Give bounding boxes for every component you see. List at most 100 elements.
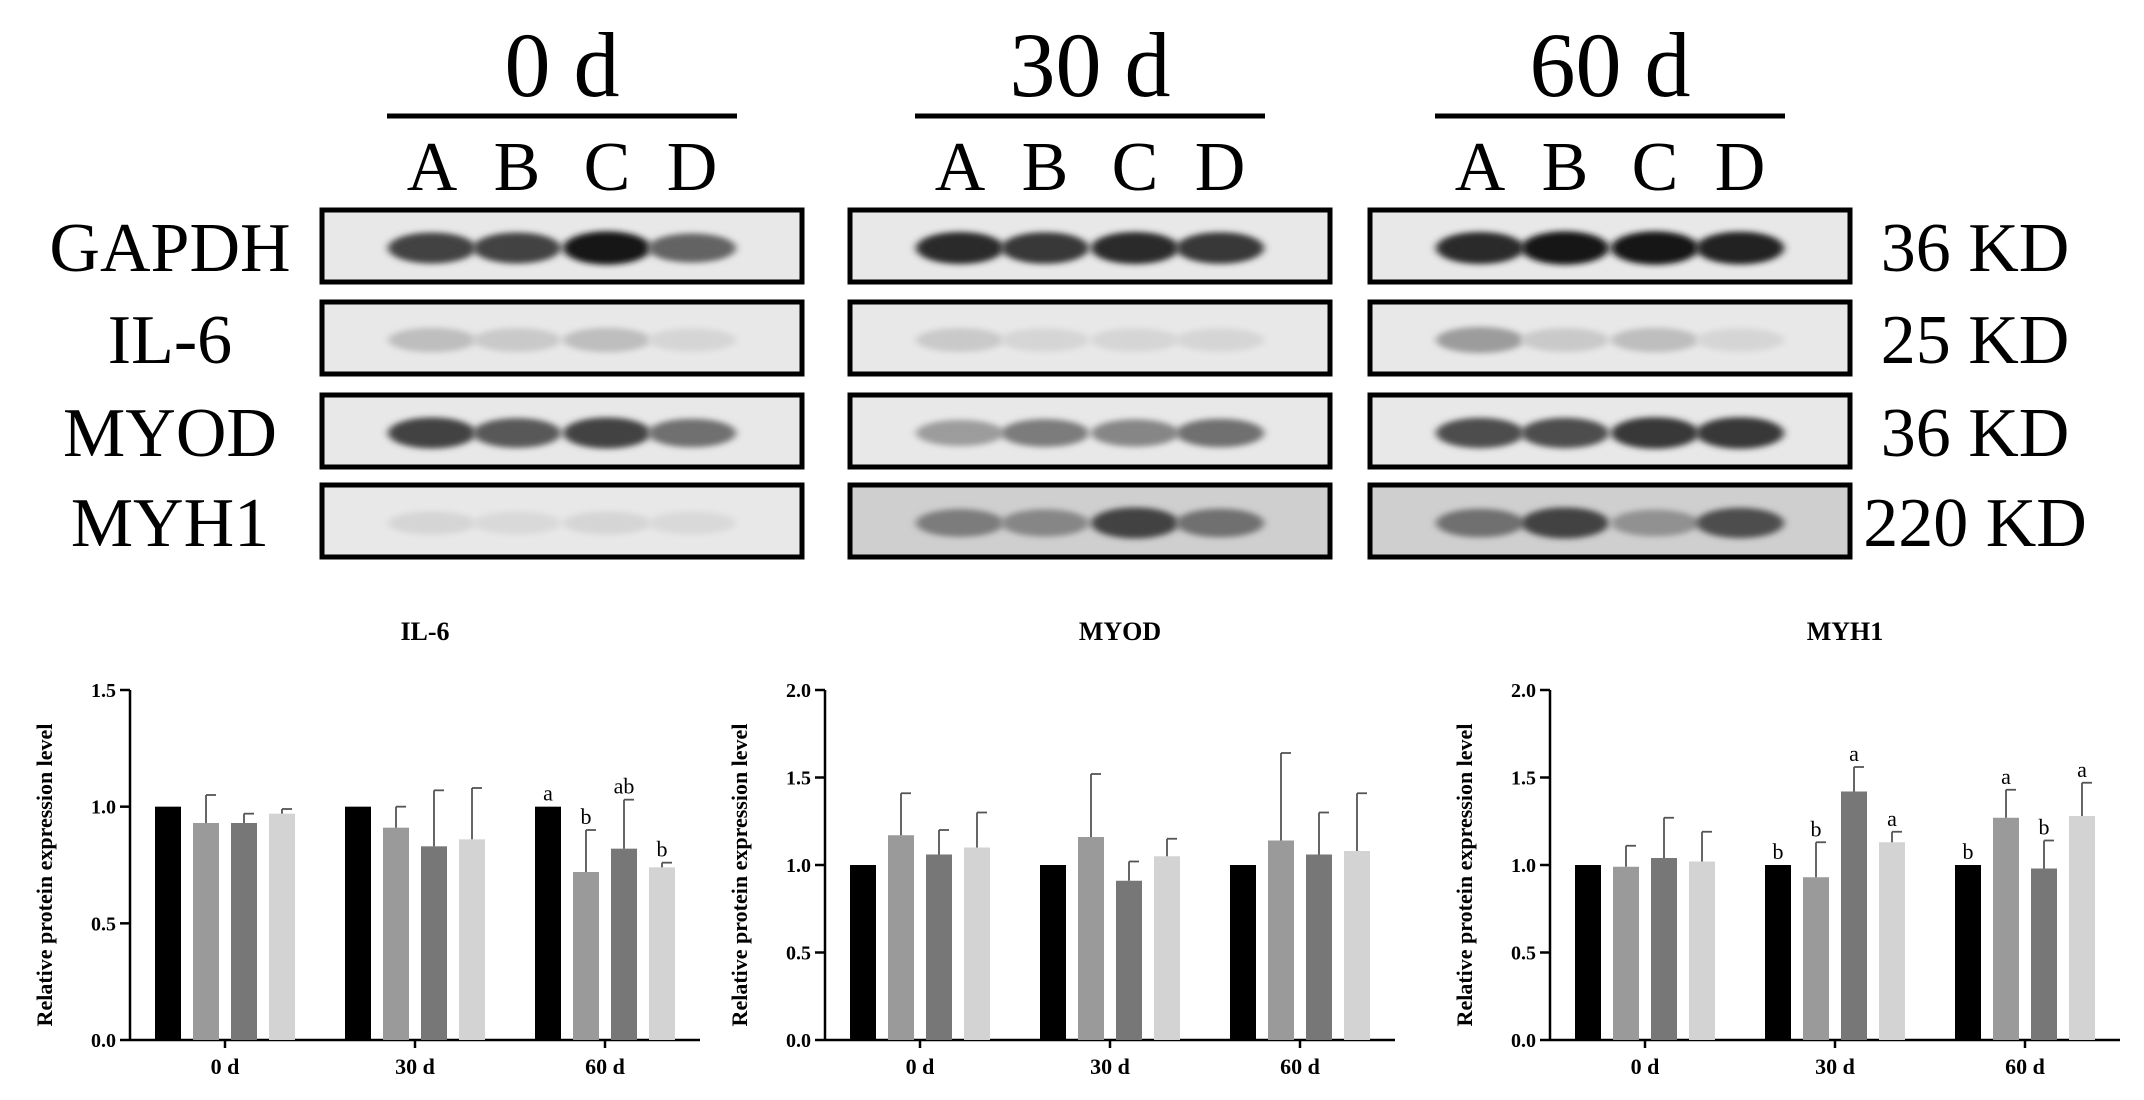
lane-label: D	[667, 129, 718, 206]
lane-label: B	[1022, 129, 1069, 206]
chart-title: IL-6	[400, 617, 449, 646]
lane-label: B	[494, 129, 541, 206]
bar	[1841, 791, 1867, 1040]
protein-label: MYOD	[63, 395, 277, 472]
bar	[964, 847, 990, 1040]
protein-band	[1521, 328, 1609, 352]
bar	[611, 848, 637, 1040]
bar	[888, 835, 914, 1040]
significance-letter: b	[581, 804, 592, 829]
protein-band	[1436, 231, 1524, 265]
protein-band	[388, 511, 476, 535]
significance-letter: b	[1811, 816, 1822, 841]
bar	[1116, 880, 1142, 1040]
lane-label: B	[1542, 129, 1589, 206]
molecular-weight-label: 25 KD	[1881, 302, 2070, 379]
il6-bar-chart: IL-6 Relative protein expression level 0.0…	[32, 617, 700, 1079]
protein-band	[1521, 231, 1609, 265]
protein-band	[1611, 417, 1699, 449]
bar	[649, 867, 675, 1040]
protein-band	[1521, 507, 1609, 539]
protein-band	[388, 327, 476, 353]
protein-band	[1091, 419, 1179, 447]
protein-band	[1001, 419, 1089, 447]
bar	[1078, 837, 1104, 1040]
protein-band	[563, 511, 651, 535]
protein-band	[1611, 327, 1699, 353]
y-tick-label: 2.0	[1511, 680, 1536, 702]
bar	[926, 854, 952, 1040]
bar	[1955, 865, 1981, 1040]
bar	[1879, 842, 1905, 1040]
protein-band	[648, 328, 736, 352]
x-tick-label: 30 d	[1090, 1054, 1130, 1079]
y-tick-label: 0.0	[1511, 1030, 1536, 1052]
bar	[231, 823, 257, 1040]
protein-band	[1696, 507, 1784, 539]
x-tick-label: 0 d	[211, 1054, 240, 1079]
x-tick-label: 60 d	[585, 1054, 625, 1079]
y-axis-label: Relative protein expression level	[727, 724, 752, 1027]
lane-label: D	[1195, 129, 1246, 206]
lane-label: C	[1112, 129, 1159, 206]
bar	[1344, 851, 1370, 1040]
protein-band	[916, 419, 1004, 447]
protein-band	[1696, 417, 1784, 449]
protein-band	[648, 233, 736, 263]
molecular-weight-label: 220 KD	[1863, 485, 2087, 562]
significance-letter: b	[2039, 815, 2050, 840]
bar	[1154, 856, 1180, 1040]
protein-band	[1176, 328, 1264, 352]
y-axis-label: Relative protein expression level	[1452, 724, 1477, 1027]
lane-label: A	[935, 129, 986, 206]
bar	[269, 813, 295, 1040]
bar	[1689, 861, 1715, 1040]
bar	[573, 872, 599, 1040]
y-tick-label: 0.0	[786, 1030, 811, 1052]
significance-letter: b	[1963, 839, 1974, 864]
protein-band	[916, 328, 1004, 352]
bar	[1651, 858, 1677, 1040]
timepoint-label: 60 d	[1530, 14, 1691, 116]
significance-letter: b	[657, 837, 668, 862]
significance-letter: a	[1887, 806, 1897, 831]
protein-band	[1001, 328, 1089, 352]
protein-band	[1611, 231, 1699, 265]
bar	[1803, 877, 1829, 1040]
bar	[2031, 868, 2057, 1040]
significance-letter: b	[1773, 839, 1784, 864]
bar	[1575, 865, 1601, 1040]
protein-band	[916, 509, 1004, 537]
protein-band	[1091, 328, 1179, 352]
protein-band	[1611, 509, 1699, 537]
protein-band	[1436, 417, 1524, 449]
protein-band	[1176, 232, 1264, 264]
bar	[1306, 854, 1332, 1040]
y-tick-label: 0.5	[1511, 943, 1536, 965]
protein-band	[563, 231, 651, 265]
x-tick-label: 0 d	[1631, 1054, 1660, 1079]
protein-band	[473, 328, 561, 352]
y-axis-label: Relative protein expression level	[32, 724, 57, 1027]
significance-letter: a	[1849, 741, 1859, 766]
timepoint-label: 30 d	[1010, 14, 1171, 116]
protein-band	[1176, 418, 1264, 448]
x-tick-label: 30 d	[395, 1054, 435, 1079]
protein-band	[473, 418, 561, 448]
protein-band	[648, 511, 736, 535]
protein-label: GAPDH	[49, 210, 290, 287]
y-tick-label: 1.0	[1511, 855, 1536, 877]
protein-band	[473, 232, 561, 264]
y-tick-label: 1.0	[91, 797, 116, 819]
molecular-weight-label: 36 KD	[1881, 395, 2070, 472]
x-tick-label: 60 d	[1280, 1054, 1320, 1079]
x-tick-label: 60 d	[2005, 1054, 2045, 1079]
bar	[1040, 865, 1066, 1040]
y-tick-label: 2.0	[786, 680, 811, 702]
bar	[850, 865, 876, 1040]
lane-label: C	[584, 129, 631, 206]
protein-band	[648, 418, 736, 448]
protein-band	[1521, 417, 1609, 449]
bar	[535, 806, 561, 1040]
